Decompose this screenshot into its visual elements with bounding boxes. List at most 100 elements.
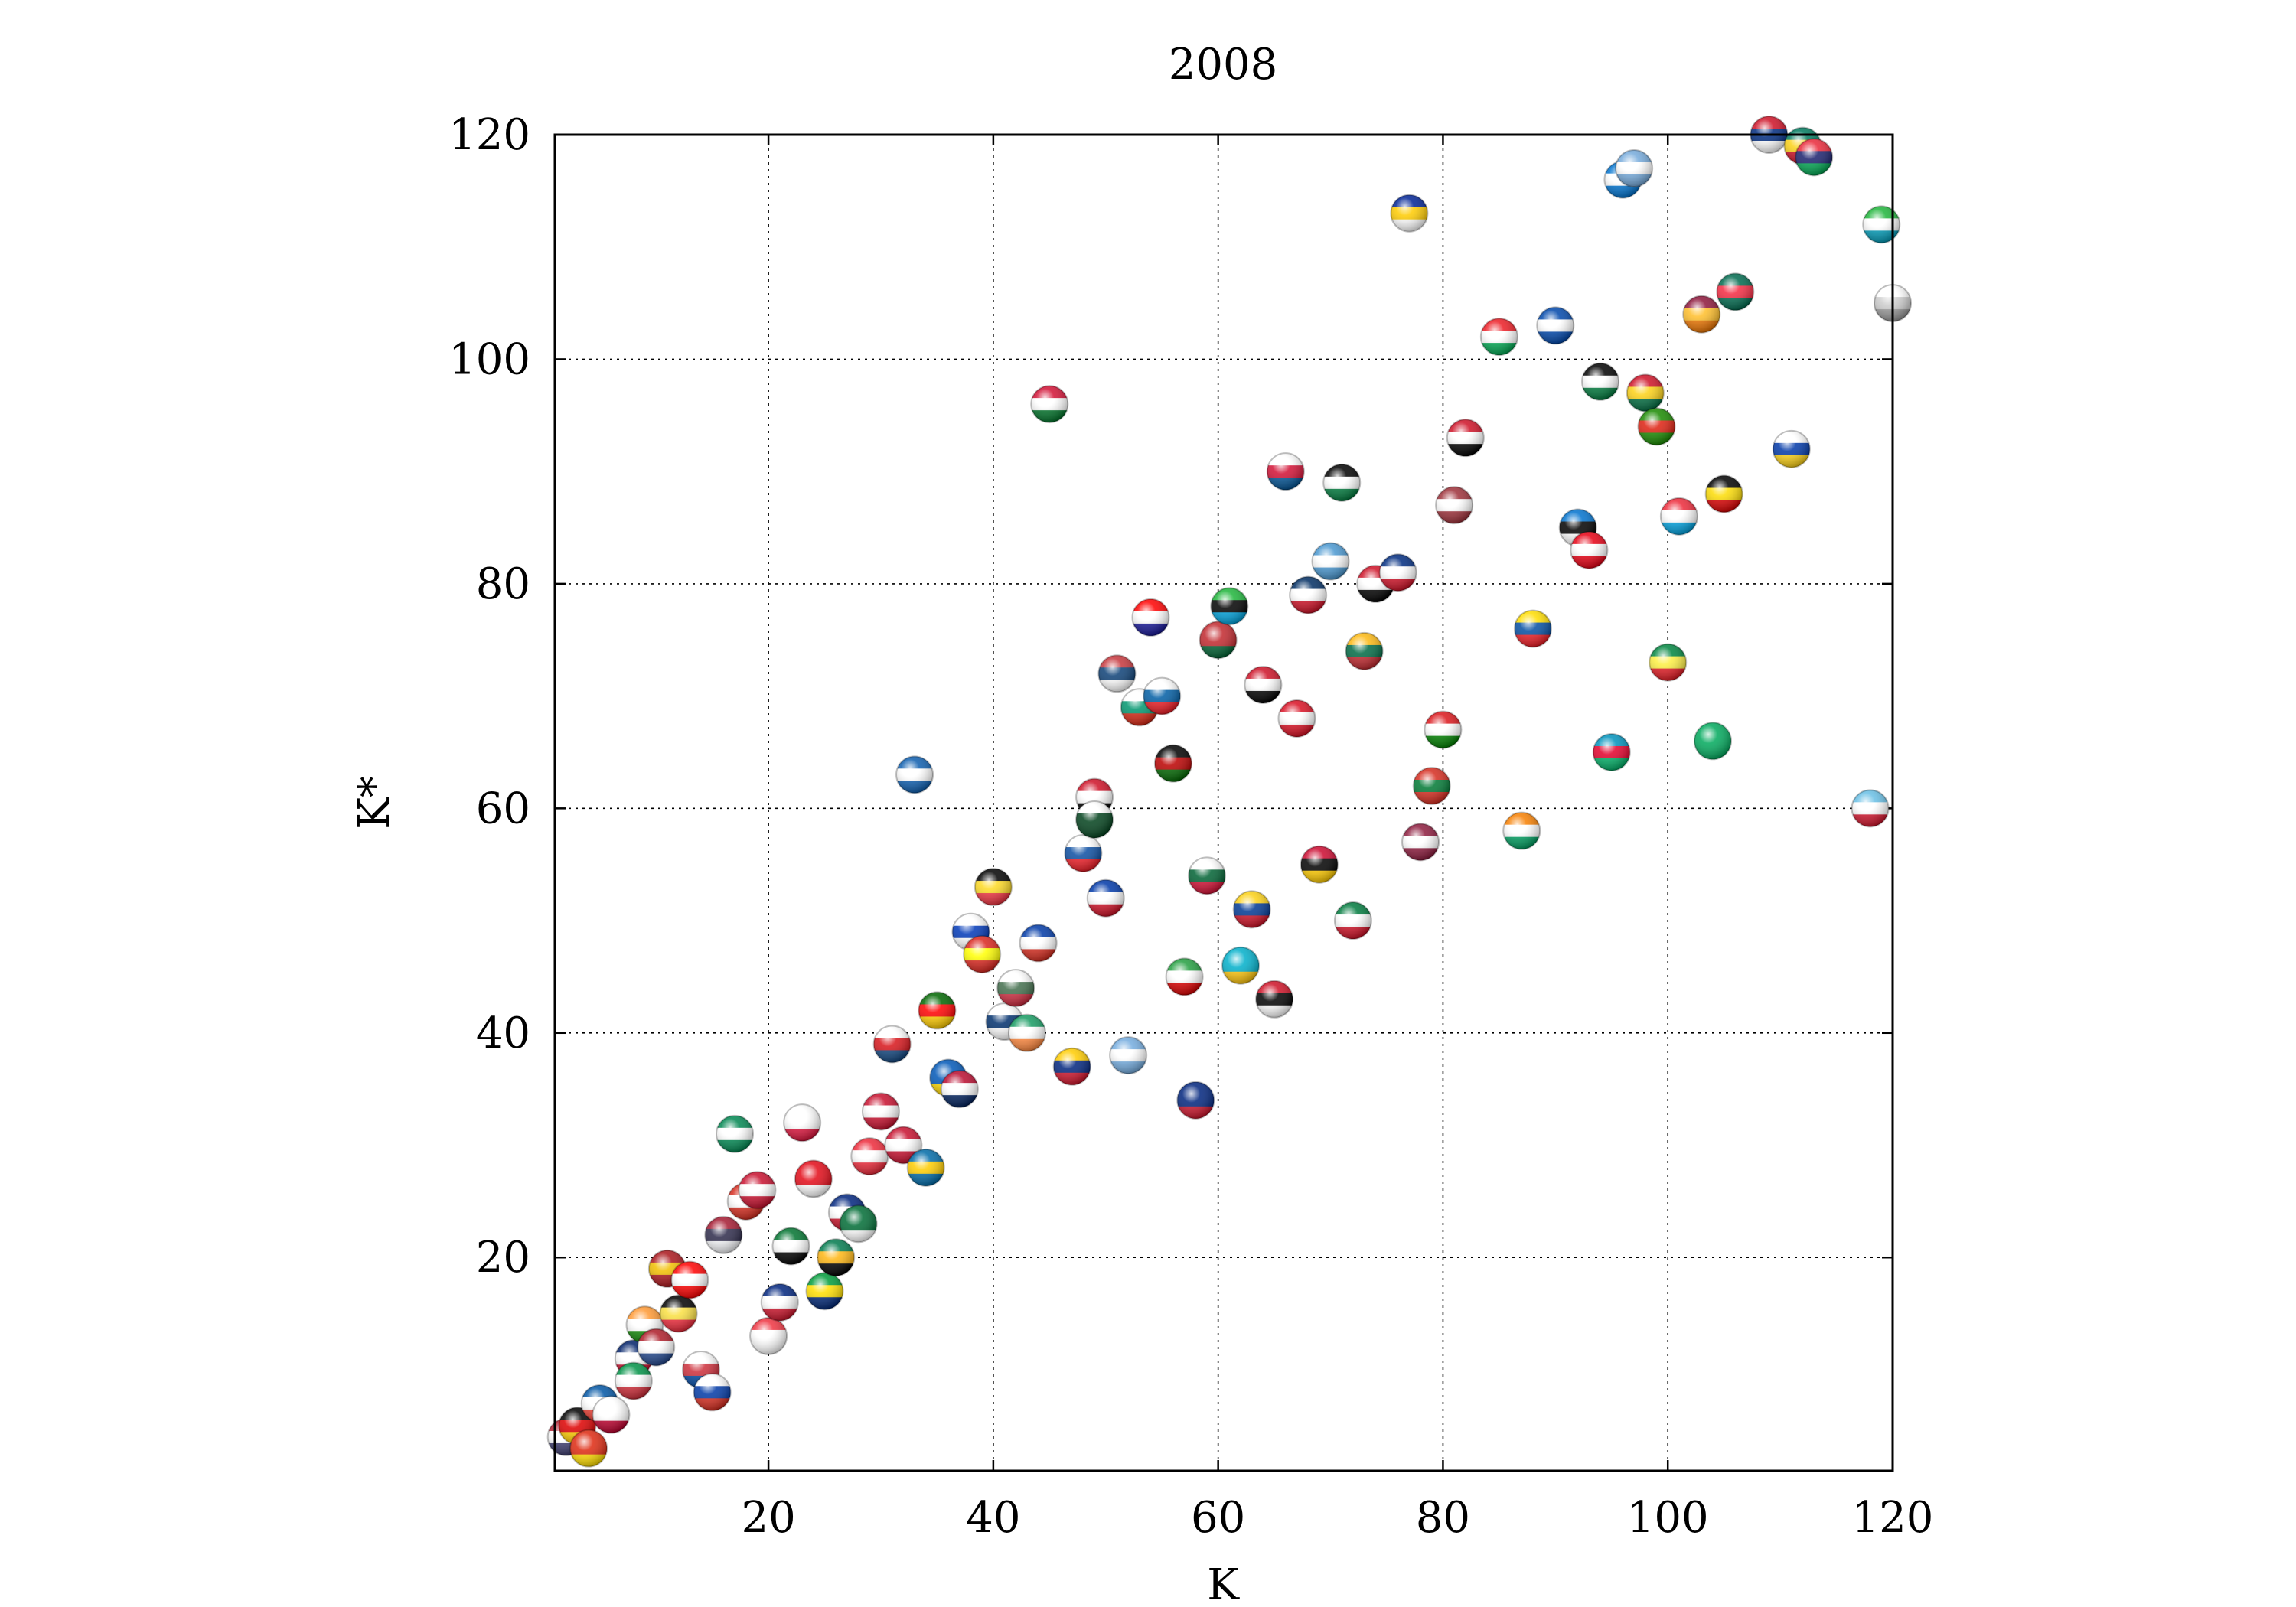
sphere-outline: [1682, 295, 1721, 334]
sphere-shading: [1694, 722, 1731, 760]
sphere-outline: [1390, 194, 1429, 233]
data-point: [772, 1227, 810, 1265]
sphere-shading: [873, 1025, 911, 1063]
data-point: [918, 992, 956, 1029]
data-point: [896, 756, 934, 794]
sphere-outline: [963, 935, 1002, 974]
y-tick-label: 80: [476, 559, 530, 609]
data-point: [1773, 430, 1810, 468]
sphere-outline: [1862, 205, 1901, 244]
sphere-shading: [1031, 386, 1068, 423]
data-point: [1851, 790, 1889, 827]
data-point: [873, 1025, 911, 1063]
sphere-outline: [1592, 732, 1631, 771]
sphere-shading: [671, 1261, 709, 1299]
data-point: [1391, 194, 1428, 232]
sphere-shading: [1278, 699, 1316, 737]
sphere-outline: [749, 1316, 788, 1355]
data-point: [964, 936, 1001, 973]
sphere-shading: [638, 1328, 675, 1366]
sphere-outline: [1615, 149, 1654, 188]
sphere-outline: [1659, 497, 1698, 536]
sphere-outline: [760, 1283, 799, 1322]
sphere-shading: [1256, 980, 1293, 1018]
sphere-outline: [1052, 1047, 1091, 1086]
sphere-shading: [806, 1273, 843, 1310]
sphere-shading: [705, 1216, 742, 1253]
sphere-outline: [704, 1215, 743, 1254]
sphere-outline: [1479, 318, 1518, 357]
data-point: [941, 1071, 978, 1108]
sphere-outline: [1176, 1081, 1215, 1120]
sphere-outline: [884, 1126, 923, 1165]
sphere-shading: [1199, 621, 1237, 659]
data-point: [1065, 835, 1102, 872]
sphere-shading: [851, 1138, 889, 1175]
data-point: [1267, 453, 1304, 491]
sphere-shading: [1863, 206, 1900, 243]
sphere-outline: [716, 1114, 755, 1153]
sphere-outline: [1277, 699, 1316, 738]
sphere-outline: [783, 1103, 822, 1143]
data-point: [1446, 419, 1484, 457]
sphere-shading: [1402, 823, 1440, 861]
data-point: [1323, 464, 1361, 501]
sphere-shading: [1345, 632, 1383, 670]
sphere-shading: [772, 1227, 810, 1265]
sphere-shading: [1188, 857, 1225, 895]
sphere-outline: [592, 1395, 631, 1434]
sphere-outline: [1165, 957, 1204, 996]
sphere-shading: [1233, 891, 1270, 928]
sphere-shading: [1244, 666, 1282, 703]
data-point: [1244, 666, 1282, 703]
sphere-outline: [1795, 138, 1834, 177]
sphere-outline: [996, 969, 1035, 1008]
data-point: [660, 1295, 697, 1332]
x-tick-label: 60: [1191, 1493, 1245, 1543]
data-point: [1199, 621, 1237, 659]
data-point: [1537, 307, 1574, 344]
sphere-shading: [1098, 655, 1136, 693]
data-point: [1503, 812, 1541, 849]
sphere-outline: [1536, 306, 1575, 345]
data-point: [739, 1172, 776, 1209]
data-point: [1480, 318, 1518, 356]
sphere-shading: [1065, 835, 1102, 872]
sphere-shading: [1649, 644, 1687, 681]
sphere-outline: [1075, 800, 1114, 839]
sphere-shading: [660, 1295, 697, 1332]
axis-ticks: [555, 133, 1894, 1471]
sphere-shading: [1424, 711, 1462, 748]
sphere-shading: [941, 1071, 978, 1108]
sphere-shading: [840, 1205, 877, 1243]
data-point: [750, 1317, 788, 1354]
sphere-outline: [1289, 575, 1328, 614]
sphere-outline: [1153, 744, 1192, 783]
sphere-outline: [872, 1025, 912, 1064]
sphere-outline: [1693, 722, 1732, 761]
sphere-outline: [637, 1328, 676, 1367]
sphere-outline: [670, 1260, 709, 1299]
data-point: [794, 1160, 832, 1198]
sphere-outline: [1210, 587, 1249, 626]
sphere-shading: [1132, 598, 1169, 636]
data-point: [997, 970, 1035, 1007]
data-point: [1154, 745, 1192, 782]
sphere-shading: [1391, 194, 1428, 232]
sphere-outline: [1109, 1036, 1148, 1075]
sphere-outline: [1772, 429, 1811, 468]
sphere-shading: [1705, 475, 1743, 513]
data-point: [570, 1429, 608, 1467]
sphere-shading: [964, 936, 1001, 973]
data-point: [885, 1126, 922, 1164]
sphere-outline: [1064, 834, 1103, 873]
sphere-shading: [1019, 924, 1057, 962]
y-tick-label: 60: [476, 784, 530, 833]
data-point: [1795, 139, 1833, 176]
sphere-outline: [1513, 609, 1552, 648]
sphere-shading: [1267, 453, 1304, 491]
data-point: [671, 1261, 709, 1299]
data-point: [693, 1374, 731, 1411]
sphere-outline: [569, 1429, 608, 1468]
data-point: [862, 1093, 899, 1130]
